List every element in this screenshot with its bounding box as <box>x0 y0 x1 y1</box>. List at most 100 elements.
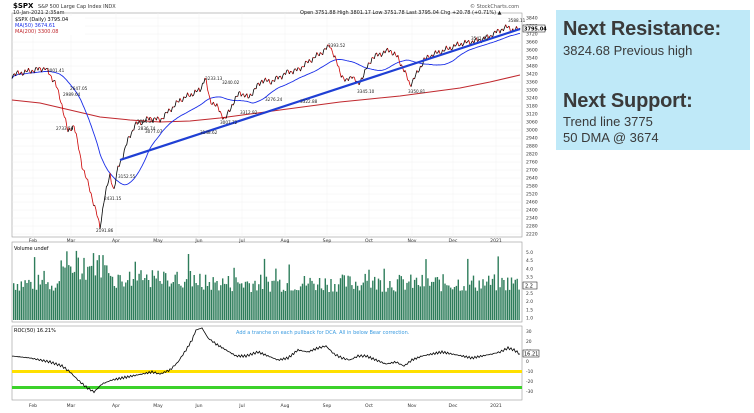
price-annotation: 3001.41 <box>47 68 65 73</box>
roc-tick-label: 20 <box>526 339 532 345</box>
volume-bar <box>233 267 235 320</box>
price-tick-label: 3180 <box>526 104 538 110</box>
volume-bar <box>68 265 70 320</box>
volume-bar <box>39 284 41 320</box>
price-segment <box>408 80 411 86</box>
volume-bar <box>303 276 306 320</box>
month-label: Sep <box>323 238 332 244</box>
price-segment <box>384 49 387 54</box>
roc-band-yellow <box>12 370 522 373</box>
price-segment <box>81 168 84 171</box>
price-segment <box>90 193 93 200</box>
price-segment <box>91 199 94 206</box>
price-segment <box>184 96 187 99</box>
price-segment <box>339 72 342 78</box>
roc-tick-label: -30 <box>526 389 533 395</box>
volume-bar <box>159 281 161 320</box>
volume-tick-label: 4.5 <box>526 258 533 264</box>
volume-bar <box>258 284 260 320</box>
price-segment <box>126 137 129 145</box>
volume-bar <box>273 280 275 320</box>
price-segment <box>454 44 457 47</box>
price-segment <box>152 118 155 123</box>
price-segment <box>425 54 428 60</box>
volume-bar <box>227 276 230 320</box>
volume-bar <box>102 255 104 320</box>
volume-bar <box>140 270 142 320</box>
price-segment <box>146 116 148 118</box>
price-annotation: 3233.13 <box>205 76 223 81</box>
volume-bar <box>206 286 209 320</box>
volume-bar <box>218 290 220 320</box>
volume-bar <box>104 265 106 320</box>
volume-bar <box>56 283 59 320</box>
volume-bar <box>353 288 355 320</box>
month-label: 2021 <box>490 403 502 409</box>
price-segment <box>373 54 376 59</box>
volume-bar <box>356 285 359 320</box>
volume-bar <box>180 285 182 320</box>
price-segment <box>489 35 492 37</box>
price-segment <box>415 70 418 75</box>
volume-bar <box>132 279 135 320</box>
price-tick-label: 2940 <box>526 136 538 142</box>
price-annotation: 2836.74 <box>138 126 156 131</box>
price-segment <box>190 93 193 97</box>
price-tick-label: 3120 <box>526 112 538 118</box>
volume-bar <box>372 280 374 320</box>
price-segment <box>216 103 219 107</box>
volume-bar <box>216 281 218 320</box>
price-tick-label: 2340 <box>526 216 538 222</box>
price-segment <box>402 68 405 73</box>
price-tick-label: 3840 <box>526 16 538 22</box>
volume-bar <box>446 285 448 320</box>
volume-bar <box>77 257 79 320</box>
volume-bar <box>501 277 503 320</box>
price-segment <box>265 77 267 82</box>
volume-bar <box>358 290 361 320</box>
price-segment <box>388 50 391 53</box>
volume-bar <box>429 285 431 320</box>
volume-tag <box>522 281 538 290</box>
price-tick-label: 3600 <box>526 48 538 54</box>
price-segment <box>114 173 118 185</box>
price-segment <box>118 160 121 167</box>
price-annotation: 3152.55 <box>118 174 136 179</box>
volume-bar <box>347 275 349 320</box>
price-segment <box>47 68 50 75</box>
month-label: Apr <box>112 238 120 244</box>
volume-tick-label: 1.0 <box>526 316 533 322</box>
volume-bar <box>387 287 389 320</box>
volume-bar <box>349 276 351 320</box>
volume-bar <box>516 278 518 320</box>
price-segment <box>274 76 277 82</box>
volume-bar <box>146 274 148 320</box>
volume-bar <box>444 283 446 320</box>
stock-chart[interactable]: $SPX S&P 500 Large Cap Index INDX 10-Jan… <box>0 0 555 413</box>
price-segment <box>243 93 245 98</box>
price-tick-label: 3660 <box>526 40 538 46</box>
volume-bar <box>178 284 180 320</box>
price-segment <box>182 96 185 102</box>
price-segment <box>307 59 310 64</box>
price-segment <box>338 66 341 73</box>
price-segment <box>65 118 68 127</box>
price-segment <box>200 83 203 89</box>
volume-bar <box>328 292 330 320</box>
price-segment <box>78 148 81 153</box>
volume-bar <box>469 284 471 320</box>
volume-bar <box>299 286 302 320</box>
volume-bar <box>182 287 184 320</box>
price-tick-label: 3420 <box>526 72 538 78</box>
volume-bar <box>415 277 418 320</box>
price-segment <box>368 62 370 64</box>
price-segment <box>322 49 325 55</box>
volume-bar <box>478 280 480 320</box>
price-segment <box>252 89 255 96</box>
volume-bar <box>239 283 241 320</box>
volume-bar <box>49 289 51 320</box>
volume-bar <box>336 291 338 320</box>
price-tick-label: 2580 <box>526 184 538 190</box>
volume-bar <box>100 277 102 320</box>
